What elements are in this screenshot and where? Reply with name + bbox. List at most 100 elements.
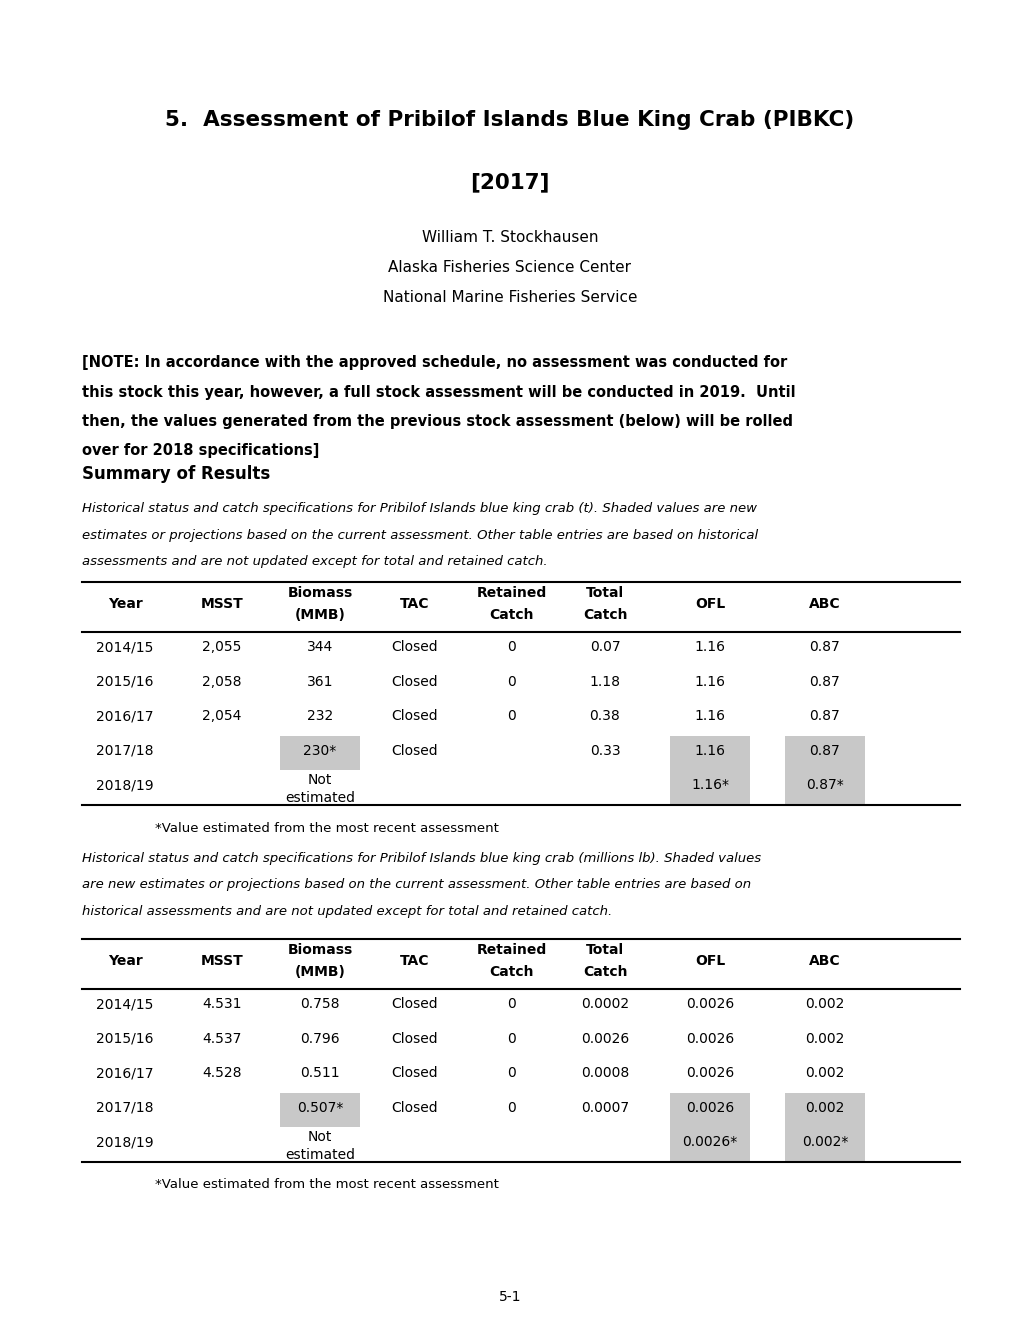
Text: 0.002: 0.002 bbox=[805, 997, 844, 1011]
Text: are new estimates or projections based on the current assessment. Other table en: are new estimates or projections based o… bbox=[82, 878, 750, 891]
Text: 4.531: 4.531 bbox=[202, 997, 242, 1011]
Text: 0.0026*: 0.0026* bbox=[682, 1135, 737, 1150]
Text: 0.87: 0.87 bbox=[809, 640, 840, 655]
Text: 0.07: 0.07 bbox=[589, 640, 620, 655]
Text: 0.0002: 0.0002 bbox=[581, 997, 629, 1011]
Text: 0.0007: 0.0007 bbox=[581, 1101, 629, 1115]
Text: Catch: Catch bbox=[489, 609, 534, 622]
Text: 1.16: 1.16 bbox=[694, 640, 725, 655]
Text: 0.511: 0.511 bbox=[300, 1067, 339, 1080]
Text: 2015/16: 2015/16 bbox=[96, 1032, 154, 1045]
Text: 1.16: 1.16 bbox=[694, 743, 725, 758]
Text: 2017/18: 2017/18 bbox=[96, 1101, 154, 1115]
Text: 2,058: 2,058 bbox=[202, 675, 242, 689]
Text: MSST: MSST bbox=[201, 954, 244, 968]
Text: Biomass: Biomass bbox=[287, 942, 353, 957]
Bar bbox=[669, 1093, 749, 1127]
Text: TAC: TAC bbox=[399, 954, 429, 968]
Text: 0.002: 0.002 bbox=[805, 1067, 844, 1080]
Bar bbox=[785, 735, 864, 770]
Text: 0.0026: 0.0026 bbox=[685, 1101, 734, 1115]
Text: 0.0026: 0.0026 bbox=[685, 1032, 734, 1045]
Text: 2015/16: 2015/16 bbox=[96, 675, 154, 689]
Text: Catch: Catch bbox=[582, 609, 627, 622]
Text: (MMB): (MMB) bbox=[294, 965, 345, 979]
Text: 0.87: 0.87 bbox=[809, 675, 840, 689]
Text: Historical status and catch specifications for Pribilof Islands blue king crab (: Historical status and catch specificatio… bbox=[82, 851, 760, 865]
Text: 2018/19: 2018/19 bbox=[96, 1135, 154, 1150]
Text: 4.537: 4.537 bbox=[202, 1032, 242, 1045]
Text: 2,054: 2,054 bbox=[202, 709, 242, 723]
Text: 0.507*: 0.507* bbox=[297, 1101, 342, 1115]
Text: 1.16: 1.16 bbox=[694, 675, 725, 689]
Text: Closed: Closed bbox=[391, 997, 438, 1011]
Text: William T. Stockhausen: William T. Stockhausen bbox=[421, 230, 598, 246]
Text: 0: 0 bbox=[507, 675, 516, 689]
Text: National Marine Fisheries Service: National Marine Fisheries Service bbox=[382, 290, 637, 305]
Text: 0: 0 bbox=[507, 1101, 516, 1115]
Text: 1.16: 1.16 bbox=[694, 709, 725, 723]
Text: 0.38: 0.38 bbox=[589, 709, 620, 723]
Text: OFL: OFL bbox=[694, 597, 725, 611]
Text: Not: Not bbox=[308, 774, 332, 787]
Text: Closed: Closed bbox=[391, 709, 438, 723]
Text: 232: 232 bbox=[307, 709, 333, 723]
Text: 0.33: 0.33 bbox=[589, 743, 620, 758]
Text: 0: 0 bbox=[507, 997, 516, 1011]
Text: Catch: Catch bbox=[489, 965, 534, 979]
Text: OFL: OFL bbox=[694, 954, 725, 968]
Text: 1.18: 1.18 bbox=[589, 675, 620, 689]
Text: Year: Year bbox=[108, 597, 143, 611]
Text: *Value estimated from the most recent assessment: *Value estimated from the most recent as… bbox=[155, 1179, 498, 1192]
Text: estimates or projections based on the current assessment. Other table entries ar: estimates or projections based on the cu… bbox=[82, 528, 757, 541]
Bar bbox=[785, 770, 864, 804]
Bar bbox=[280, 735, 360, 770]
Text: Closed: Closed bbox=[391, 743, 438, 758]
Text: this stock this year, however, a full stock assessment will be conducted in 2019: this stock this year, however, a full st… bbox=[82, 384, 795, 400]
Text: Historical status and catch specifications for Pribilof Islands blue king crab (: Historical status and catch specificatio… bbox=[82, 502, 756, 515]
Text: Total: Total bbox=[585, 942, 624, 957]
Text: Retained: Retained bbox=[477, 942, 546, 957]
Text: *Value estimated from the most recent assessment: *Value estimated from the most recent as… bbox=[155, 821, 498, 834]
Text: over for 2018 specifications]: over for 2018 specifications] bbox=[82, 444, 319, 458]
Text: Biomass: Biomass bbox=[287, 586, 353, 601]
Text: [NOTE: In accordance with the approved schedule, no assessment was conducted for: [NOTE: In accordance with the approved s… bbox=[82, 355, 787, 370]
Text: Closed: Closed bbox=[391, 675, 438, 689]
Text: Closed: Closed bbox=[391, 1067, 438, 1080]
Text: Year: Year bbox=[108, 954, 143, 968]
Text: 1.16*: 1.16* bbox=[690, 779, 729, 792]
Text: Closed: Closed bbox=[391, 1032, 438, 1045]
Bar bbox=[785, 1093, 864, 1127]
Text: 0.002*: 0.002* bbox=[801, 1135, 848, 1150]
Text: Summary of Results: Summary of Results bbox=[82, 465, 270, 483]
Text: 0.002: 0.002 bbox=[805, 1101, 844, 1115]
Text: then, the values generated from the previous stock assessment (below) will be ro: then, the values generated from the prev… bbox=[82, 414, 792, 429]
Text: 344: 344 bbox=[307, 640, 333, 655]
Text: 0: 0 bbox=[507, 1067, 516, 1080]
Text: 0.87: 0.87 bbox=[809, 743, 840, 758]
Text: 2018/19: 2018/19 bbox=[96, 779, 154, 792]
Text: 0.87: 0.87 bbox=[809, 709, 840, 723]
Bar bbox=[669, 1127, 749, 1162]
Text: 2017/18: 2017/18 bbox=[96, 743, 154, 758]
Text: 0.0026: 0.0026 bbox=[685, 997, 734, 1011]
Text: estimated: estimated bbox=[284, 1148, 355, 1162]
Text: historical assessments and are not updated except for total and retained catch.: historical assessments and are not updat… bbox=[82, 904, 611, 917]
Text: 2014/15: 2014/15 bbox=[96, 640, 154, 655]
Text: Closed: Closed bbox=[391, 640, 438, 655]
Text: 2016/17: 2016/17 bbox=[96, 1067, 154, 1080]
Text: 4.528: 4.528 bbox=[202, 1067, 242, 1080]
Text: ABC: ABC bbox=[808, 954, 840, 968]
Text: Retained: Retained bbox=[477, 586, 546, 601]
Bar bbox=[669, 770, 749, 804]
Bar bbox=[669, 735, 749, 770]
Text: Not: Not bbox=[308, 1130, 332, 1144]
Text: estimated: estimated bbox=[284, 791, 355, 805]
Text: 2014/15: 2014/15 bbox=[96, 997, 154, 1011]
Text: 0.002: 0.002 bbox=[805, 1032, 844, 1045]
Text: 0.796: 0.796 bbox=[300, 1032, 339, 1045]
Bar bbox=[785, 1127, 864, 1162]
Text: 361: 361 bbox=[307, 675, 333, 689]
Text: 0: 0 bbox=[507, 1032, 516, 1045]
Text: 0.87*: 0.87* bbox=[805, 779, 843, 792]
